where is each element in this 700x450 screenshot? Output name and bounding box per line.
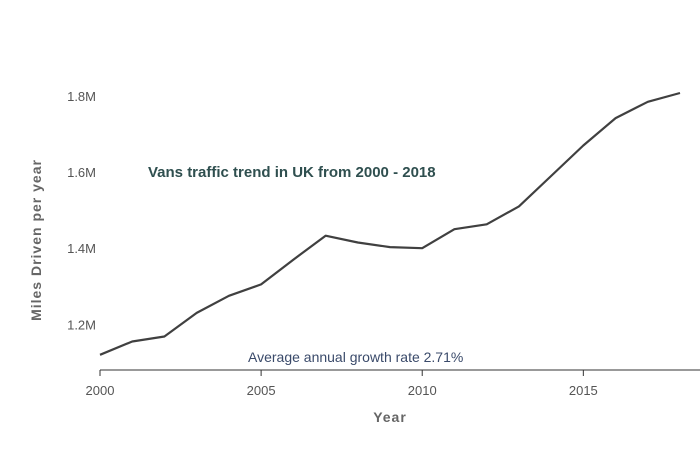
y-tick-label: 1.6M: [67, 165, 96, 180]
y-tick-label: 1.2M: [67, 317, 96, 332]
series-line: [99, 91, 681, 356]
y-axis-title: Miles Driven per year: [28, 159, 44, 321]
growth-rate-annotation: Average annual growth rate 2.71%: [248, 349, 463, 365]
x-tick-label: 2000: [86, 383, 115, 398]
y-axis-ticks: 1.2M 1.4M 1.6M 1.8M: [67, 89, 96, 332]
y-tick-label: 1.4M: [67, 241, 96, 256]
y-tick-label: 1.8M: [67, 89, 96, 104]
x-tick-label: 2015: [569, 383, 598, 398]
x-tick-label: 2010: [408, 383, 437, 398]
x-axis-title: Year: [373, 409, 407, 425]
data-points: [99, 92, 681, 355]
chart-title: Vans traffic trend in UK from 2000 - 201…: [148, 164, 436, 181]
x-tick-label: 2005: [247, 383, 276, 398]
x-axis-ticks: 2000 2005 2010 2015: [86, 370, 598, 398]
